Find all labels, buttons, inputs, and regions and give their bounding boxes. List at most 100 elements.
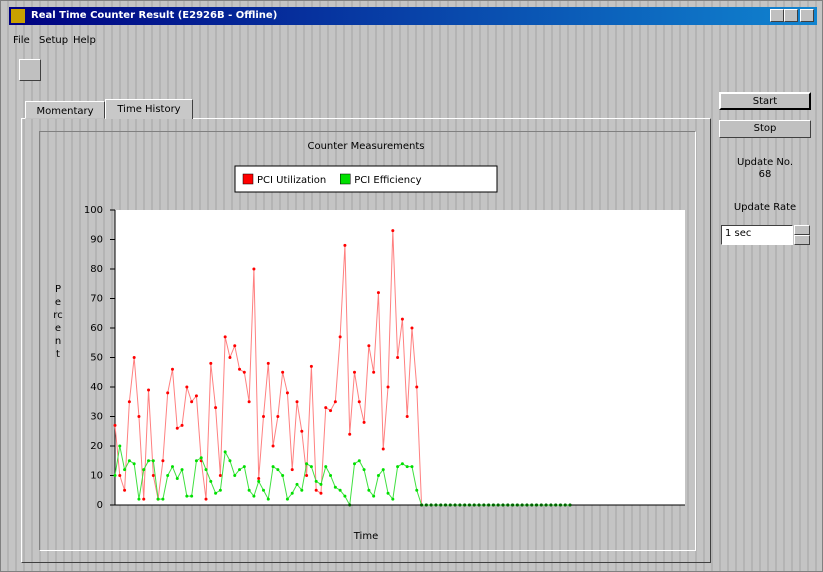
data-point xyxy=(420,503,424,507)
data-point xyxy=(170,367,174,371)
y-tick-label: 0 xyxy=(97,500,103,511)
data-point xyxy=(338,488,342,492)
data-point xyxy=(252,267,256,271)
data-point xyxy=(137,415,141,418)
data-point xyxy=(257,479,261,483)
data-point xyxy=(520,503,524,507)
data-point xyxy=(151,459,155,463)
y-tick-label: 50 xyxy=(90,353,103,364)
legend-label: PCI Efficiency xyxy=(354,175,421,186)
data-point xyxy=(161,459,165,463)
data-point xyxy=(348,503,352,507)
data-point xyxy=(386,491,390,495)
data-point xyxy=(367,344,371,348)
data-point xyxy=(295,482,299,486)
data-point xyxy=(568,503,572,507)
data-point xyxy=(362,468,366,472)
data-point xyxy=(376,474,380,477)
data-point xyxy=(132,356,136,359)
data-point xyxy=(544,503,548,507)
menu-item[interactable]: Setup xyxy=(39,35,69,46)
y-tick-label: 10 xyxy=(90,471,103,482)
data-point xyxy=(444,503,448,507)
data-point xyxy=(285,391,289,395)
app-icon xyxy=(11,9,25,23)
data-point xyxy=(496,503,500,507)
data-point xyxy=(175,426,179,430)
data-point xyxy=(329,409,333,413)
x-axis-label: Time xyxy=(353,531,378,542)
data-point xyxy=(281,370,285,374)
data-point xyxy=(228,356,232,359)
menu-item[interactable]: File xyxy=(13,35,30,46)
data-point xyxy=(305,474,309,477)
data-point xyxy=(319,482,323,486)
close[interactable] xyxy=(800,9,814,22)
data-point xyxy=(233,474,237,477)
data-point xyxy=(391,229,395,233)
data-point xyxy=(276,468,280,472)
data-point xyxy=(190,400,194,404)
data-point xyxy=(266,497,270,501)
data-point xyxy=(142,468,146,472)
data-point xyxy=(194,394,198,398)
minimize[interactable] xyxy=(770,9,784,22)
data-point xyxy=(170,465,174,469)
data-point xyxy=(352,462,356,466)
data-point xyxy=(242,465,246,469)
data-point xyxy=(410,326,414,330)
data-point xyxy=(396,465,400,469)
data-point xyxy=(367,488,371,492)
data-point xyxy=(137,497,141,501)
data-point xyxy=(539,503,543,507)
data-point xyxy=(472,503,476,507)
maximize[interactable] xyxy=(784,9,798,22)
data-point xyxy=(261,488,265,492)
data-point xyxy=(362,420,366,424)
data-point xyxy=(113,423,117,427)
start-button[interactable]: Start xyxy=(719,92,811,110)
data-point xyxy=(415,385,419,389)
data-point xyxy=(300,429,304,433)
tab-panel xyxy=(21,118,711,563)
update-rate-input[interactable]: 1 sec xyxy=(721,225,793,245)
data-point xyxy=(271,444,275,448)
y-tick-label: 90 xyxy=(90,235,103,246)
stop-button[interactable]: Stop xyxy=(719,120,811,138)
data-point xyxy=(415,488,419,492)
data-point xyxy=(333,400,337,404)
data-point xyxy=(458,503,462,507)
y-tick-label: 40 xyxy=(90,382,103,393)
data-point xyxy=(238,367,242,371)
data-point xyxy=(185,385,189,389)
data-point xyxy=(276,415,280,418)
data-point xyxy=(300,488,304,492)
tab-active[interactable]: Time History xyxy=(105,99,193,119)
data-point xyxy=(530,503,534,507)
data-point xyxy=(190,494,194,498)
y-tick-label: 20 xyxy=(90,441,103,452)
tab[interactable]: Momentary xyxy=(25,101,105,119)
window-title: Real Time Counter Result (E2926B - Offli… xyxy=(31,10,278,21)
data-point xyxy=(209,361,213,365)
data-point xyxy=(204,497,208,501)
data-point xyxy=(348,432,352,436)
data-point xyxy=(281,474,285,477)
data-point xyxy=(333,485,337,489)
menu-item[interactable]: Help xyxy=(73,35,96,46)
data-point xyxy=(357,400,361,404)
spin-up[interactable] xyxy=(794,225,810,235)
data-point xyxy=(285,497,289,501)
data-point xyxy=(319,491,323,495)
data-point xyxy=(175,476,179,480)
print-button[interactable] xyxy=(19,59,41,81)
data-point xyxy=(477,503,481,507)
data-point xyxy=(467,503,471,507)
data-point xyxy=(290,468,294,472)
data-point xyxy=(405,465,409,469)
data-point xyxy=(352,370,356,374)
data-point xyxy=(142,497,146,501)
data-point xyxy=(429,503,433,507)
data-point xyxy=(123,488,127,492)
spin-down[interactable] xyxy=(794,235,810,245)
